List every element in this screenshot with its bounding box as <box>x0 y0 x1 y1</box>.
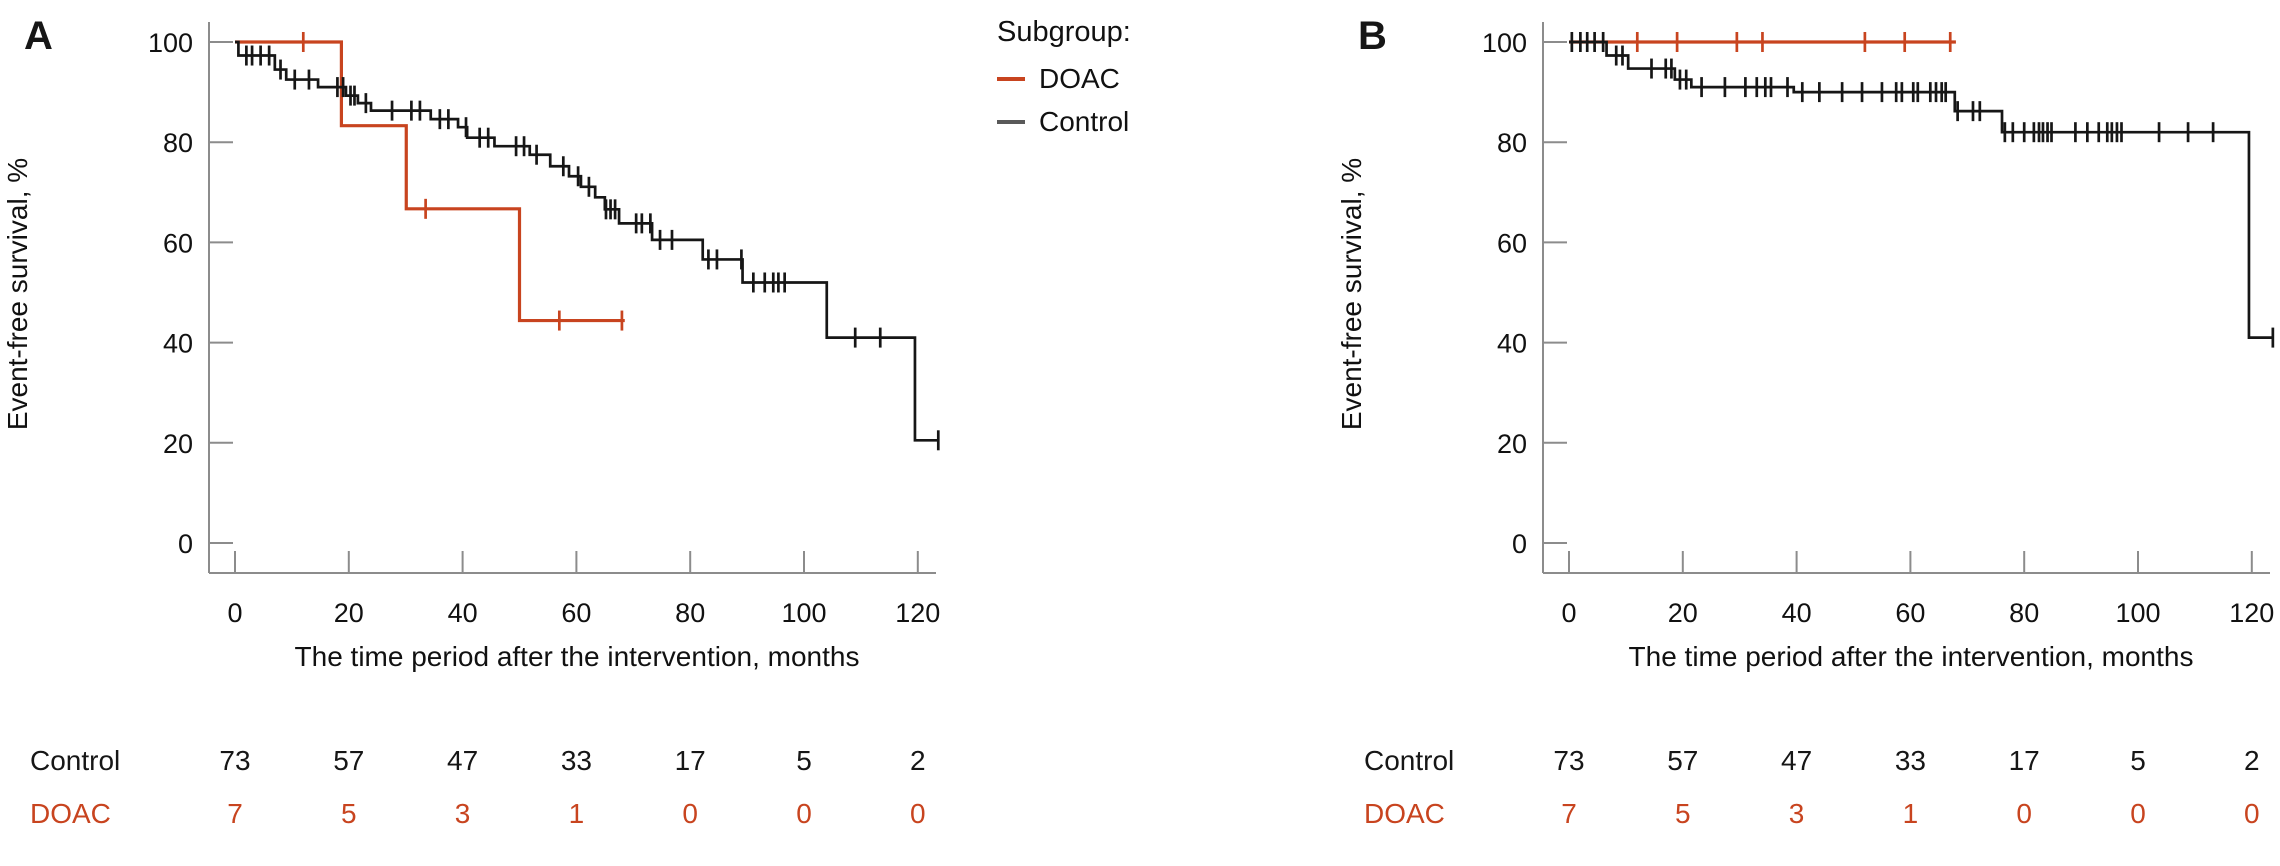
svg-text:60: 60 <box>561 598 591 628</box>
risk-label-control-b: Control <box>1364 745 1455 776</box>
risk-count: 33 <box>1894 745 1926 776</box>
risk-label-doac-a: DOAC <box>30 798 111 829</box>
legend-item-doac: DOAC <box>997 63 1197 95</box>
legend-item-control: Control <box>997 106 1197 138</box>
legend-label-control: Control <box>1039 106 1130 137</box>
risk-count: 2 <box>910 745 926 776</box>
svg-text:120: 120 <box>895 598 940 628</box>
risk-count: 3 <box>1788 798 1805 829</box>
svg-text:80: 80 <box>675 598 705 628</box>
panel-b: 0 20 40 60 80 100 0 20 40 60 80 100 120 B Event-free… <box>1334 0 2280 866</box>
risk-count: 33 <box>560 745 592 776</box>
risk-count: 2 <box>2244 745 2260 776</box>
svg-text:20: 20 <box>1497 429 1527 459</box>
control-line-swatch <box>997 120 1025 124</box>
risk-count: 0 <box>796 798 812 829</box>
risk-count: 0 <box>682 798 698 829</box>
risk-count: 7 <box>227 798 243 829</box>
risk-count: 0 <box>2244 798 2260 829</box>
risk-count: 3 <box>454 798 471 829</box>
panel-a-letter: A <box>24 14 54 58</box>
risk-count: 0 <box>910 798 926 829</box>
km-plot-a: 0 20 40 60 80 100 0 20 40 60 80 100 120 <box>148 22 940 628</box>
y-axis-title-b: Event-free survival, % <box>1336 157 1367 431</box>
svg-text:20: 20 <box>334 598 364 628</box>
svg-text:0: 0 <box>1512 529 1527 559</box>
risk-count: 5 <box>1675 798 1691 829</box>
risk-count: 5 <box>2130 745 2146 776</box>
svg-text:80: 80 <box>2009 598 2039 628</box>
risk-count: 5 <box>341 798 357 829</box>
svg-text:40: 40 <box>1782 598 1812 628</box>
svg-text:0: 0 <box>178 529 193 559</box>
risk-label-doac-b: DOAC <box>1364 798 1445 829</box>
svg-text:100: 100 <box>781 598 826 628</box>
risk-count: 1 <box>568 798 585 829</box>
svg-text:20: 20 <box>163 429 193 459</box>
risk-count: 0 <box>2130 798 2146 829</box>
risk-count: 47 <box>447 745 479 776</box>
km-plot-b: 0 20 40 60 80 100 0 20 40 60 80 100 120 <box>1482 22 2274 628</box>
svg-text:60: 60 <box>163 228 193 258</box>
svg-text:100: 100 <box>1482 28 1527 58</box>
svg-text:40: 40 <box>163 329 193 359</box>
risk-count: 1 <box>1902 798 1919 829</box>
panel-a: 0 20 40 60 80 100 0 20 40 60 80 100 120 A Event-free… <box>0 0 946 866</box>
risk-count: 7 <box>1561 798 1577 829</box>
risk-count: 17 <box>2008 745 2040 776</box>
legend-label-doac: DOAC <box>1039 63 1120 94</box>
svg-text:80: 80 <box>1497 128 1527 158</box>
svg-text:40: 40 <box>1497 329 1527 359</box>
risk-count: 73 <box>219 745 251 776</box>
risk-count: 57 <box>1667 745 1699 776</box>
svg-text:80: 80 <box>163 128 193 158</box>
risk-count: 47 <box>1781 745 1813 776</box>
risk-label-control-a: Control <box>30 745 121 776</box>
x-axis-title-a: The time period after the intervention, … <box>294 641 860 672</box>
legend-title: Subgroup: <box>997 16 1131 48</box>
svg-text:60: 60 <box>1497 228 1527 258</box>
risk-count: 73 <box>1553 745 1585 776</box>
panel-b-letter: B <box>1358 14 1388 58</box>
risk-count: 5 <box>796 745 812 776</box>
risk-count: 17 <box>674 745 706 776</box>
svg-text:0: 0 <box>227 598 242 628</box>
svg-text:0: 0 <box>1561 598 1576 628</box>
svg-text:100: 100 <box>2115 598 2160 628</box>
legend: Subgroup: DOAC Control <box>997 16 1197 149</box>
risk-count: 0 <box>2016 798 2032 829</box>
svg-text:60: 60 <box>1895 598 1925 628</box>
svg-text:120: 120 <box>2229 598 2274 628</box>
y-axis-title-a: Event-free survival, % <box>2 157 33 431</box>
doac-line-swatch <box>997 77 1025 81</box>
svg-text:20: 20 <box>1668 598 1698 628</box>
svg-text:40: 40 <box>448 598 478 628</box>
x-axis-title-b: The time period after the intervention, … <box>1628 641 2194 672</box>
svg-text:100: 100 <box>148 28 193 58</box>
risk-count: 57 <box>333 745 365 776</box>
